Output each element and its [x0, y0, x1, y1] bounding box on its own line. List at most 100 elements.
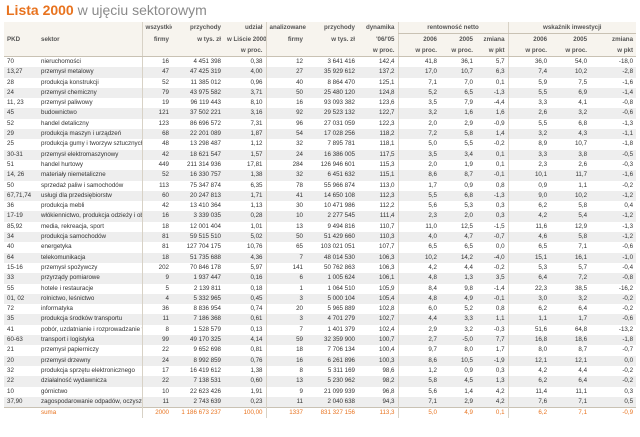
header-cell: 2005	[440, 33, 476, 45]
cell: -0,2	[622, 305, 634, 313]
cell: 5,5	[397, 190, 440, 202]
cell: 36	[7, 202, 14, 210]
cell: 284	[265, 159, 306, 171]
cell: 2000	[141, 407, 172, 419]
cell: przyrządy pomiarowe	[38, 273, 142, 284]
cell: 7,9	[464, 99, 473, 107]
data-row: 52 handel detaliczny 123 86 696 572 7,31 96 27…	[4, 118, 636, 130]
cell: 8,0	[507, 345, 551, 356]
cell: 5 332 965	[172, 293, 224, 305]
cell: 102,8	[379, 305, 395, 313]
cell: 8 864 470	[327, 78, 355, 86]
cell: 22	[141, 376, 172, 387]
cell: 4,2	[495, 387, 505, 395]
cell: 0,1	[476, 149, 509, 160]
cell: 52	[7, 119, 14, 127]
data-row: 34 produkcja samochodów 81 59 515 510 5,02 50…	[4, 232, 637, 243]
cell: 98,6	[382, 366, 395, 374]
cell: 38,5	[574, 284, 588, 292]
cell: 5,3	[507, 262, 551, 274]
cell: -4,0	[476, 252, 509, 263]
cell: 14, 26	[4, 170, 38, 181]
cell: 2,0	[440, 211, 476, 222]
cell: 6,5	[464, 243, 473, 251]
cell: 3,2	[550, 293, 591, 305]
cell: -0,6	[590, 108, 637, 119]
cell: -1,3	[476, 87, 509, 99]
cell: 32	[265, 170, 306, 181]
cell: 22	[141, 345, 172, 356]
cell: -5,0	[440, 335, 476, 346]
cell: -0,1	[476, 293, 509, 305]
cell: 6,4	[507, 273, 551, 284]
data-row: 25 produkcja gumy i tworzyw sztucznych 48 1…	[4, 139, 636, 150]
cell: 16,8	[507, 335, 551, 346]
cell: 1 528 579	[193, 325, 221, 333]
cell: 4,9	[440, 293, 476, 305]
cell: przemysł papierniczy	[41, 346, 99, 354]
cell: 5	[141, 283, 172, 294]
data-row: 28 produkcja konstrukcji 52 11 385 012 0,96 4…	[4, 77, 636, 88]
cell: 1,1	[507, 314, 551, 325]
cell: 68	[141, 129, 172, 140]
cell: 1,6	[476, 108, 509, 119]
cell: informatyka	[41, 305, 73, 313]
cell: 21	[7, 346, 14, 354]
cell: 831 327 156	[306, 407, 358, 419]
cell: 2 139 811	[193, 284, 221, 292]
cell: -1,2	[590, 190, 637, 202]
cell: -0,5	[590, 149, 637, 160]
cell: 13	[265, 376, 306, 387]
cell: 43 975 582	[172, 87, 224, 99]
cell: 0,1	[476, 407, 509, 419]
cell: 5 311 169	[327, 366, 355, 374]
cell: usługi dla przedsiębiorstw	[38, 190, 142, 202]
cell: 67,71,74	[4, 190, 38, 202]
cell: 2,3	[507, 159, 551, 171]
cell: 16	[265, 355, 306, 366]
cell: 32	[265, 139, 306, 150]
table-header: wszystkie przychody udział analizowane przyc…	[4, 22, 637, 57]
cell: 1 401 379	[327, 325, 355, 333]
cell: 100,00	[224, 407, 266, 419]
cell: 3,2	[397, 108, 440, 119]
data-row: 55 hotele i restauracje 5 2 139 811 0,18 1 1 0…	[4, 283, 636, 294]
cell: 5 230 962	[306, 376, 358, 387]
cell: 5,2	[464, 305, 473, 313]
cell: -1,6	[622, 78, 634, 86]
data-row: 13,27 przemysł metalowy 47 47 425 319 4,00 27…	[4, 67, 637, 78]
cell: 4,2	[476, 396, 509, 408]
cell: 11 385 012	[190, 78, 221, 86]
cell: 10,7	[440, 67, 476, 78]
cell: budownictwo	[38, 108, 142, 119]
cell: 7,6	[507, 396, 551, 408]
cell: 4,2	[397, 262, 440, 274]
cell: 64,8	[574, 325, 588, 333]
cell: 3,71	[224, 87, 266, 99]
cell: 6,2	[507, 304, 551, 315]
cell: -1,8	[590, 335, 637, 346]
header-cell: zmiana	[590, 33, 637, 45]
cell: 117,5	[358, 149, 398, 160]
cell: 42	[141, 149, 172, 160]
cell: -0,8	[622, 99, 634, 107]
cell: 28	[7, 78, 14, 86]
cell: -0,7	[476, 232, 509, 243]
cell: -0,2	[622, 181, 634, 189]
header-cell: wszystkie	[141, 22, 172, 34]
cell: 6,4	[578, 305, 588, 313]
header-cell: zmiana	[476, 33, 509, 45]
cell: 3,2	[464, 325, 473, 333]
cell: 6,5	[440, 87, 476, 99]
cell: 115,1	[358, 170, 398, 181]
data-row: 30-31 przemysł elektromaszynowy 42 18 621 5…	[4, 149, 637, 160]
cell: 55 966 874	[324, 181, 355, 189]
cell: 7,1	[397, 396, 440, 408]
cell: 6,4	[550, 376, 591, 387]
data-row: 41 pobór, uzdatnianie i rozprowadzanie wo…	[4, 324, 636, 336]
cell: 22 623 426	[190, 387, 221, 395]
header-cell	[4, 22, 38, 34]
cell: 4,4	[578, 366, 588, 374]
cell: 123,6	[379, 99, 395, 107]
